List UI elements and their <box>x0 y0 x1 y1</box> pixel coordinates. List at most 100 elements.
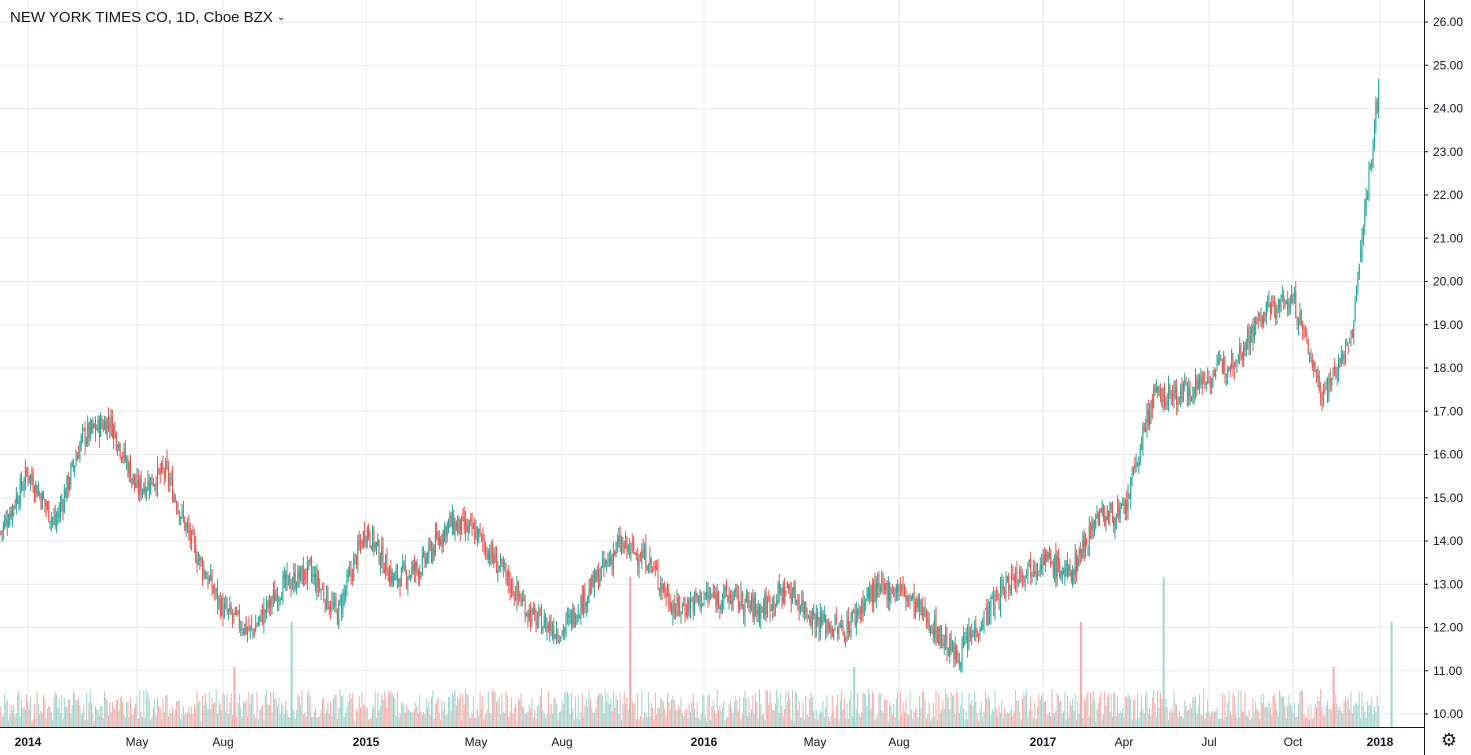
candle-body <box>320 590 322 592</box>
volume-bar <box>645 713 647 727</box>
volume-bar <box>735 696 737 727</box>
candle-body <box>805 601 807 613</box>
volume-bar <box>551 713 553 727</box>
candle-body <box>1037 570 1039 574</box>
volume-bar <box>570 693 572 727</box>
candle-body <box>1365 198 1367 208</box>
candle-body <box>1227 367 1229 377</box>
candle-body <box>575 622 577 624</box>
volume-bar <box>1084 701 1086 727</box>
volume-bar <box>826 694 828 727</box>
candle-body <box>978 634 980 636</box>
volume-bar <box>450 711 452 727</box>
volume-bar <box>1012 715 1014 727</box>
candle-body <box>338 601 340 628</box>
candle-body <box>162 464 164 470</box>
volume-bar <box>688 703 690 727</box>
volume-bar <box>115 700 117 727</box>
volume-bar <box>1272 695 1274 727</box>
volume-bar <box>369 718 371 727</box>
settings-gear-icon[interactable]: ⚙ <box>1440 730 1458 750</box>
candle-body <box>553 627 555 638</box>
volume-bar <box>1303 714 1305 727</box>
candle-body <box>689 601 691 612</box>
volume-bar <box>4 693 6 727</box>
volume-bar <box>1208 711 1210 727</box>
candle-body <box>765 594 767 616</box>
candle-body <box>883 583 885 590</box>
candle-body <box>950 637 952 651</box>
volume-bar <box>1143 713 1145 727</box>
candle-body <box>862 599 864 616</box>
candle-body <box>188 524 190 534</box>
volume-bar <box>40 710 42 727</box>
candle-body <box>813 610 815 616</box>
volume-bar <box>777 697 779 727</box>
candle-body <box>440 539 442 545</box>
candle-body <box>905 589 907 601</box>
volume-bar <box>745 698 747 727</box>
candle-body <box>148 482 150 491</box>
candle-body <box>1293 291 1295 297</box>
candle-body <box>1371 160 1373 167</box>
candle-body <box>285 572 287 585</box>
candle-body <box>1153 387 1155 409</box>
volume-bar <box>79 704 81 727</box>
volume-bar <box>109 702 111 727</box>
volume-bar <box>656 714 658 727</box>
candle-body <box>1249 335 1251 349</box>
candle-body <box>451 513 453 530</box>
volume-bar <box>715 714 717 727</box>
candle-body <box>615 542 617 555</box>
candle-body <box>711 593 713 598</box>
candle-body <box>1223 356 1225 375</box>
candle-body <box>890 593 892 604</box>
chevron-down-icon[interactable]: ⌄ <box>276 12 286 23</box>
candle-body <box>526 614 528 616</box>
candle-body <box>1209 381 1211 386</box>
volume-bar <box>430 697 432 727</box>
volume-bar <box>834 717 836 727</box>
candle-body <box>599 577 601 587</box>
candle-body <box>994 596 996 611</box>
candle-body <box>903 585 905 593</box>
candle-body <box>413 564 415 572</box>
volume-bar <box>366 707 368 727</box>
volume-bar <box>607 691 609 727</box>
volume-bar <box>825 706 827 727</box>
candle-body <box>207 575 209 585</box>
candle-body <box>450 516 452 527</box>
candle-body <box>584 588 586 609</box>
candle-body <box>1267 304 1269 306</box>
candle-body <box>1168 384 1170 406</box>
symbol-legend[interactable]: NEW YORK TIMES CO, 1D, Cboe BZX ⌄ <box>10 9 285 26</box>
volume-bar <box>283 714 285 727</box>
candle-body <box>105 421 107 435</box>
volume-bar <box>993 711 995 727</box>
candle-body <box>301 565 303 584</box>
volume-bar <box>1309 719 1311 727</box>
candle-body <box>156 466 158 491</box>
volume-bar <box>1172 712 1174 727</box>
volume-bar <box>1059 701 1061 727</box>
candle-body <box>189 530 191 541</box>
volume-bar <box>1001 700 1003 727</box>
candle-body <box>1100 509 1102 511</box>
volume-bar <box>374 690 376 727</box>
candle-body <box>789 591 791 593</box>
candle-body <box>749 605 751 608</box>
volume-bar <box>976 712 978 727</box>
candle-body <box>766 599 768 613</box>
volume-bar <box>936 720 938 727</box>
candle-body <box>315 574 317 591</box>
candle-body <box>811 609 813 626</box>
candle-body <box>240 628 242 631</box>
candle-body <box>1001 583 1003 589</box>
candle-body <box>191 530 193 545</box>
candle-body <box>1024 579 1026 583</box>
volume-bar <box>1087 691 1089 727</box>
candle-body <box>1096 511 1098 515</box>
volume-bar <box>331 716 333 727</box>
